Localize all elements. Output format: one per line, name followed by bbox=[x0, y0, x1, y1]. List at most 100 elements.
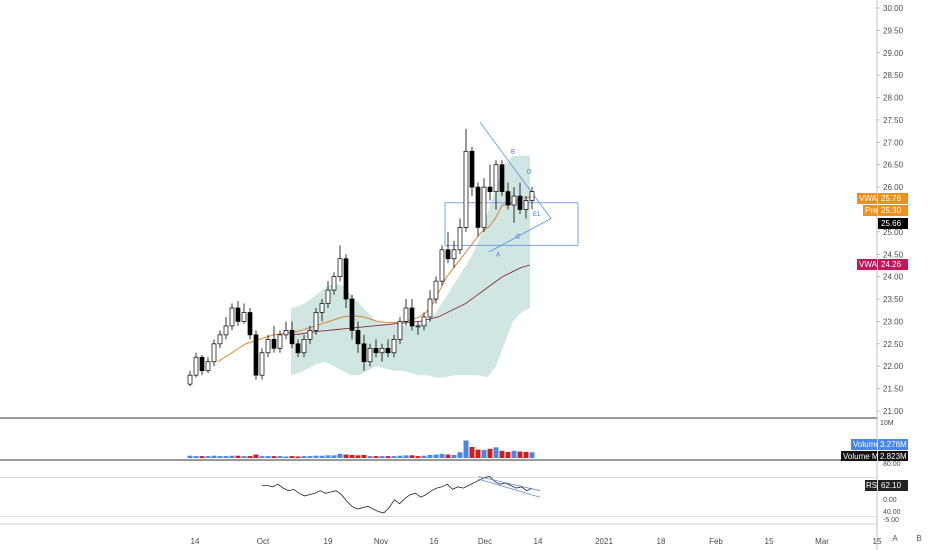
volume-bar bbox=[355, 455, 361, 458]
candle-body bbox=[361, 343, 367, 363]
price-tick-label: 28.00 bbox=[883, 94, 904, 103]
volume-badge: Volume 3.276M bbox=[851, 439, 908, 450]
volume-bar bbox=[331, 455, 337, 458]
pattern-labels: A B C D E1 bbox=[496, 150, 541, 259]
time-tick-label: Mar bbox=[815, 537, 829, 546]
volume-bar bbox=[403, 455, 409, 458]
time-tick-label: 15 bbox=[765, 537, 774, 546]
time-axis[interactable]: 14 Oct 19 Nov 16 Dec 14 2021 18 Feb 15 Mar 15 bbox=[191, 537, 882, 546]
time-tick-label: 2021 bbox=[595, 537, 613, 546]
candle-body bbox=[187, 374, 193, 385]
volume-bar bbox=[235, 455, 241, 458]
price-tick-label: 22.00 bbox=[883, 362, 904, 371]
volume-bars: 10M bbox=[187, 420, 894, 458]
volume-bar bbox=[193, 456, 199, 458]
candle-body bbox=[337, 258, 343, 278]
volume-bar bbox=[187, 455, 193, 458]
rsi-tick-label: -5.00 bbox=[883, 517, 899, 524]
candle-body bbox=[397, 321, 403, 340]
volume-bar bbox=[199, 456, 205, 458]
volume-bar bbox=[337, 453, 343, 458]
rsi-line-path bbox=[262, 475, 533, 514]
volume-bar bbox=[295, 456, 301, 458]
candle-body bbox=[529, 191, 535, 201]
pre-badge-label: Pre bbox=[865, 206, 878, 215]
volume-bar bbox=[451, 454, 457, 458]
candle-body bbox=[253, 334, 259, 376]
candle-body bbox=[235, 307, 241, 322]
candle-body bbox=[283, 330, 289, 336]
volume-bar bbox=[277, 456, 283, 458]
time-tick-label: Feb bbox=[709, 537, 723, 546]
volume-bar bbox=[505, 451, 511, 458]
candle-body bbox=[241, 312, 247, 322]
price-tick-label: 25.00 bbox=[883, 228, 904, 237]
candle-body bbox=[199, 356, 205, 372]
candle-body bbox=[463, 150, 469, 228]
volume-bar bbox=[469, 446, 475, 458]
price-tick-label: 22.50 bbox=[883, 340, 904, 349]
candle-body bbox=[313, 312, 319, 331]
volume-bar bbox=[253, 454, 259, 458]
volume-bar bbox=[385, 456, 391, 458]
volume-bar bbox=[517, 451, 523, 458]
volume-bar bbox=[343, 454, 349, 458]
volume-bar bbox=[361, 454, 367, 458]
candlestick-series bbox=[187, 128, 535, 387]
rsi-tick-label: 80.00 bbox=[883, 461, 901, 468]
candle-body bbox=[349, 298, 355, 331]
candle-body bbox=[457, 227, 463, 251]
volume-bar bbox=[307, 456, 313, 458]
pattern-point-label: C bbox=[516, 235, 521, 241]
vwap-badge-label: VWAP bbox=[859, 194, 882, 203]
volume-bar bbox=[427, 454, 433, 458]
candle-body bbox=[379, 347, 385, 354]
time-tick-label: Oct bbox=[257, 537, 270, 546]
time-tick-label: Dec bbox=[478, 537, 492, 546]
candle-body bbox=[475, 186, 481, 228]
price-tick-label: 27.50 bbox=[883, 116, 904, 125]
candle-body bbox=[301, 339, 307, 354]
volume-bar bbox=[373, 456, 379, 458]
price-tick-label: 23.50 bbox=[883, 295, 904, 304]
candle-body bbox=[451, 249, 457, 260]
triangle-pattern-drawing[interactable]: A B C D E1 bbox=[444, 121, 579, 259]
vwap-long-badge: VWAP 24.26 bbox=[857, 259, 908, 270]
time-tick-label: 16 bbox=[430, 537, 439, 546]
candle-body bbox=[325, 289, 331, 304]
volume-bar bbox=[409, 455, 415, 458]
volume-bar bbox=[499, 450, 505, 458]
volume-bar bbox=[301, 456, 307, 458]
volume-bar bbox=[367, 456, 373, 458]
volume-bar bbox=[529, 452, 535, 458]
rsi-trendline-lower bbox=[477, 478, 541, 498]
log-scale-button[interactable]: B bbox=[916, 534, 922, 543]
candle-body bbox=[217, 334, 223, 345]
candle-body bbox=[211, 343, 217, 363]
auto-scale-button[interactable]: A bbox=[892, 534, 898, 543]
candle-body bbox=[373, 347, 379, 354]
volume-bar bbox=[481, 450, 487, 458]
candle-body bbox=[415, 325, 421, 328]
candle-body bbox=[445, 249, 451, 260]
volume-bar bbox=[271, 456, 277, 458]
pre-badge: Pre 25.30 bbox=[863, 205, 908, 216]
price-axis[interactable]: 30.00 29.50 29.00 28.50 28.00 27.50 27.00 26.50… bbox=[877, 4, 904, 416]
volume-bar bbox=[457, 452, 463, 458]
rsi-badge-label: RSI bbox=[866, 481, 879, 490]
price-tick-label: 27.00 bbox=[883, 138, 904, 147]
last-price-value: 25.66 bbox=[881, 219, 902, 228]
volume-bar bbox=[439, 453, 445, 458]
candle-body bbox=[409, 307, 415, 327]
vwap-badge-value: 25.76 bbox=[881, 194, 902, 203]
candle-body bbox=[205, 361, 211, 372]
vwap-long-badge-label: VWAP bbox=[859, 260, 882, 269]
price-tick-label: 26.00 bbox=[883, 183, 904, 192]
pattern-point-label: B bbox=[511, 150, 515, 156]
vwap-long-badge-value: 24.26 bbox=[881, 260, 902, 269]
volume-bar bbox=[475, 449, 481, 458]
volume-bar bbox=[379, 456, 385, 458]
candle-body bbox=[511, 195, 517, 206]
pre-badge-value: 25.30 bbox=[881, 206, 902, 215]
